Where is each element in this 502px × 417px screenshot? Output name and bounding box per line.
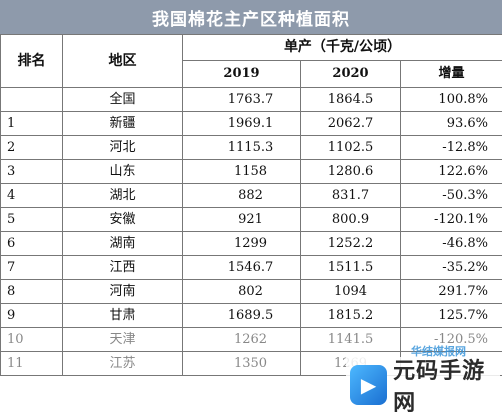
value-2019-cell: 1262: [183, 328, 301, 352]
value-2019-cell: 1350: [183, 352, 301, 376]
value-2019-cell: 802: [183, 280, 301, 304]
growth-cell: -120.1%: [401, 208, 502, 232]
rank-cell: 9: [1, 304, 63, 328]
value-2020-cell: 1252.2: [301, 232, 401, 256]
value-2019-cell: 1115.3: [183, 136, 301, 160]
rank-cell: 2: [1, 136, 63, 160]
growth-cell: 291.7%: [401, 280, 502, 304]
value-2020-cell: 1280.6: [301, 160, 401, 184]
watermark-brand: 元码手游网: [393, 353, 500, 417]
rank-cell: 4: [1, 184, 63, 208]
growth-cell: 93.6%: [401, 112, 502, 136]
rank-cell: 11: [1, 352, 63, 376]
region-cell: 河北: [63, 136, 183, 160]
growth-cell: 100.8%: [401, 88, 502, 112]
value-2020-cell: 2062.7: [301, 112, 401, 136]
watermark: ▶ 元码手游网: [346, 357, 500, 413]
value-2019-cell: 882: [183, 184, 301, 208]
table-title: 我国棉花主产区种植面积: [0, 0, 502, 34]
value-2019-cell: 1689.5: [183, 304, 301, 328]
rank-cell: 6: [1, 232, 63, 256]
growth-cell: 122.6%: [401, 160, 502, 184]
region-cell: 甘肃: [63, 304, 183, 328]
growth-cell: -35.2%: [401, 256, 502, 280]
rank-cell: [1, 88, 63, 112]
header-unit: 单产（千克/公顷）: [183, 35, 502, 61]
header-region: 地区: [63, 35, 183, 88]
rank-cell: 7: [1, 256, 63, 280]
rank-cell: 10: [1, 328, 63, 352]
region-cell: 江西: [63, 256, 183, 280]
region-cell: 新疆: [63, 112, 183, 136]
growth-cell: -50.3%: [401, 184, 502, 208]
region-cell: 湖北: [63, 184, 183, 208]
region-cell: 全国: [63, 88, 183, 112]
value-2020-cell: 1815.2: [301, 304, 401, 328]
header-rank: 排名: [1, 35, 63, 88]
value-2019-cell: 1763.7: [183, 88, 301, 112]
header-2020: 2020: [301, 61, 401, 88]
rank-cell: 5: [1, 208, 63, 232]
region-cell: 河南: [63, 280, 183, 304]
growth-cell: -46.8%: [401, 232, 502, 256]
region-cell: 湖南: [63, 232, 183, 256]
growth-cell: 125.7%: [401, 304, 502, 328]
value-2019-cell: 1546.7: [183, 256, 301, 280]
region-cell: 安徽: [63, 208, 183, 232]
table-title-text: 我国棉花主产区种植面积: [152, 5, 350, 30]
value-2019-cell: 1299: [183, 232, 301, 256]
region-cell: 江苏: [63, 352, 183, 376]
value-2020-cell: 1094: [301, 280, 401, 304]
header-growth: 增量: [401, 61, 502, 88]
game-logo-icon: ▶: [350, 365, 387, 405]
value-2020-cell: 800.9: [301, 208, 401, 232]
header-2019: 2019: [183, 61, 301, 88]
value-2019-cell: 1969.1: [183, 112, 301, 136]
value-2020-cell: 1141.5: [301, 328, 401, 352]
value-2020-cell: 831.7: [301, 184, 401, 208]
rank-cell: 3: [1, 160, 63, 184]
value-2019-cell: 1158: [183, 160, 301, 184]
rank-cell: 8: [1, 280, 63, 304]
value-2020-cell: 1864.5: [301, 88, 401, 112]
value-2020-cell: 1511.5: [301, 256, 401, 280]
rank-cell: 1: [1, 112, 63, 136]
value-2019-cell: 921: [183, 208, 301, 232]
region-cell: 天津: [63, 328, 183, 352]
growth-cell: -12.8%: [401, 136, 502, 160]
value-2020-cell: 1102.5: [301, 136, 401, 160]
region-cell: 山东: [63, 160, 183, 184]
